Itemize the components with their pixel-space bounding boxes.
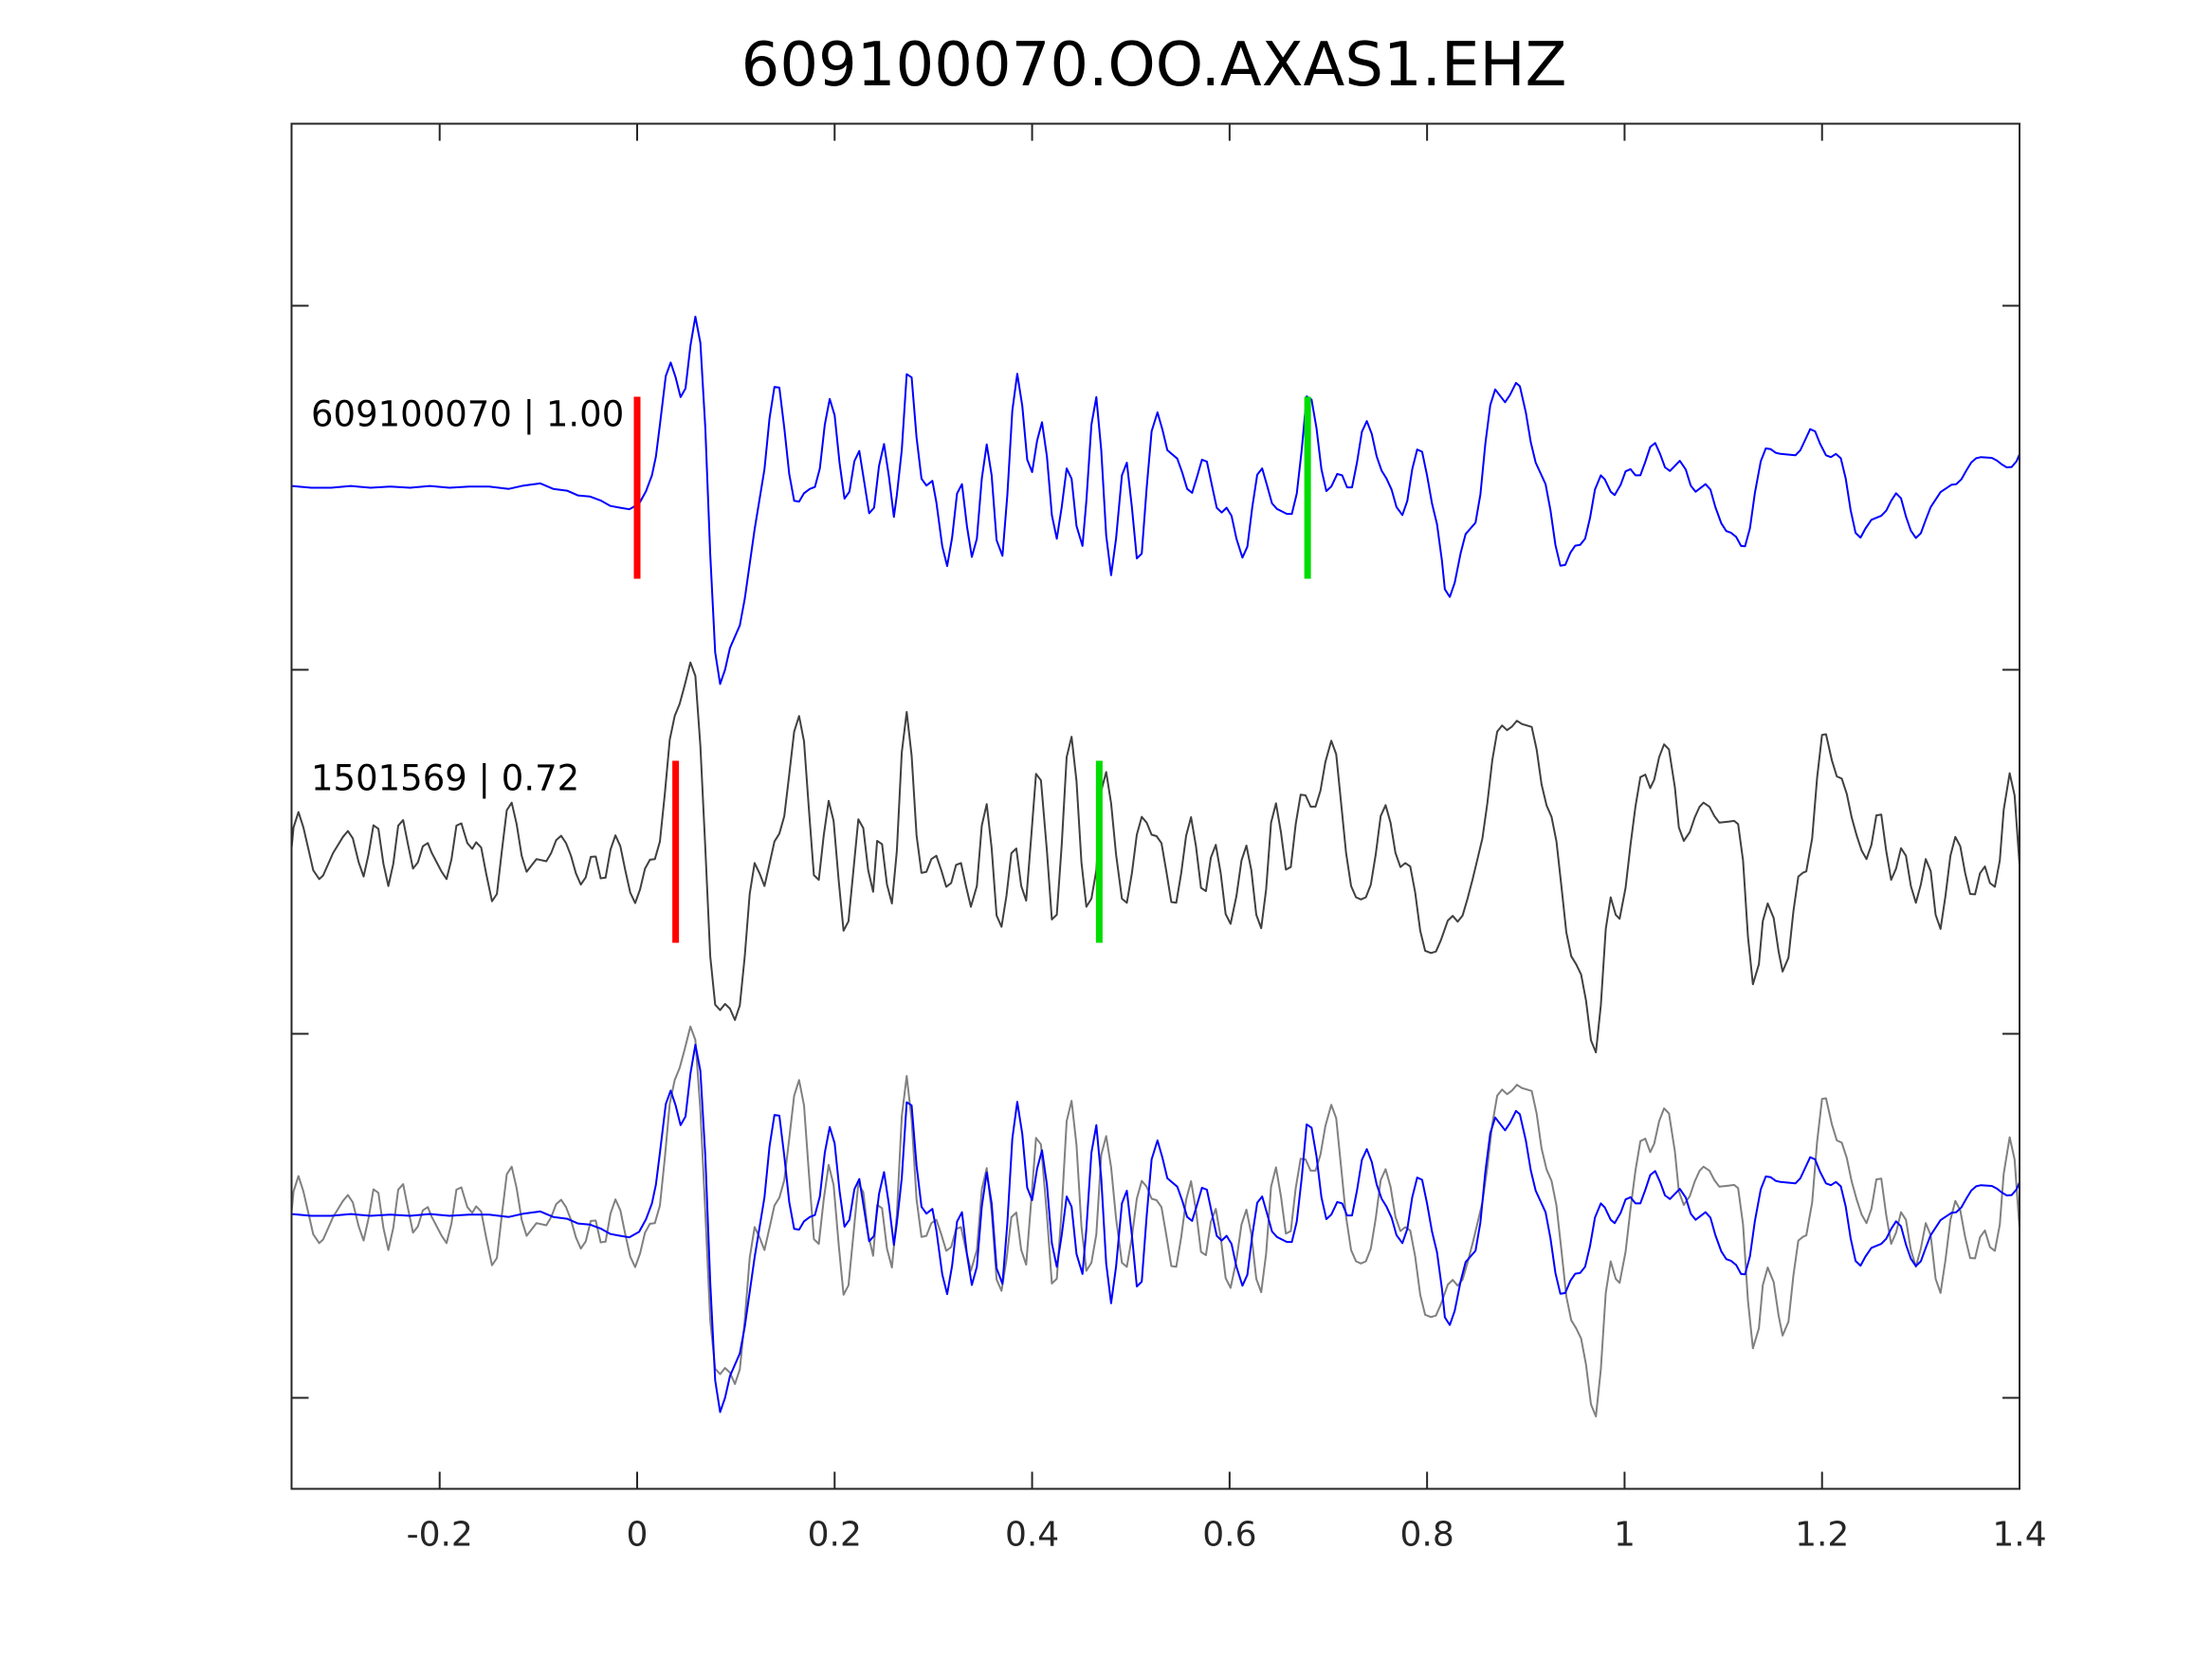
x-tick-label: 0 — [627, 1516, 649, 1555]
axis-ticks-layer: -0.2 0 0.2 0.4 0.6 0.8 1 1.2 1.4 — [291, 123, 2047, 1555]
x-tick-label: 0.8 — [1400, 1516, 1454, 1555]
waveform-trace-1501569-offset-1 — [290, 1025, 2020, 1418]
picks-layer — [633, 396, 1311, 943]
x-tick-label: 1.2 — [1795, 1516, 1849, 1555]
x-tick-label: 0.2 — [808, 1516, 862, 1555]
waveform-trace-609100070-offset-3 — [291, 316, 2020, 685]
plot-area-frame — [290, 122, 2020, 1490]
x-tick-label: 0.4 — [1005, 1516, 1059, 1555]
waveform-trace-609100070-offset-1 — [291, 1044, 2020, 1413]
x-tick-label: 1.4 — [1992, 1516, 2046, 1555]
chart-title: 609100070.OO.AXAS1.EHZ — [741, 30, 1567, 100]
waveform-trace-1501569-offset-2 — [290, 661, 2020, 1054]
trace-label: 1501569 | 0.72 — [311, 758, 579, 799]
x-tick-label: -0.2 — [407, 1516, 473, 1555]
trace-labels-layer: 609100070 | 1.00 1501569 | 0.72 — [311, 394, 624, 799]
x-tick-label: 1 — [1614, 1516, 1636, 1555]
x-tick-label: 0.6 — [1202, 1516, 1256, 1555]
traces-layer — [290, 316, 2020, 1418]
trace-label: 609100070 | 1.00 — [311, 394, 624, 435]
